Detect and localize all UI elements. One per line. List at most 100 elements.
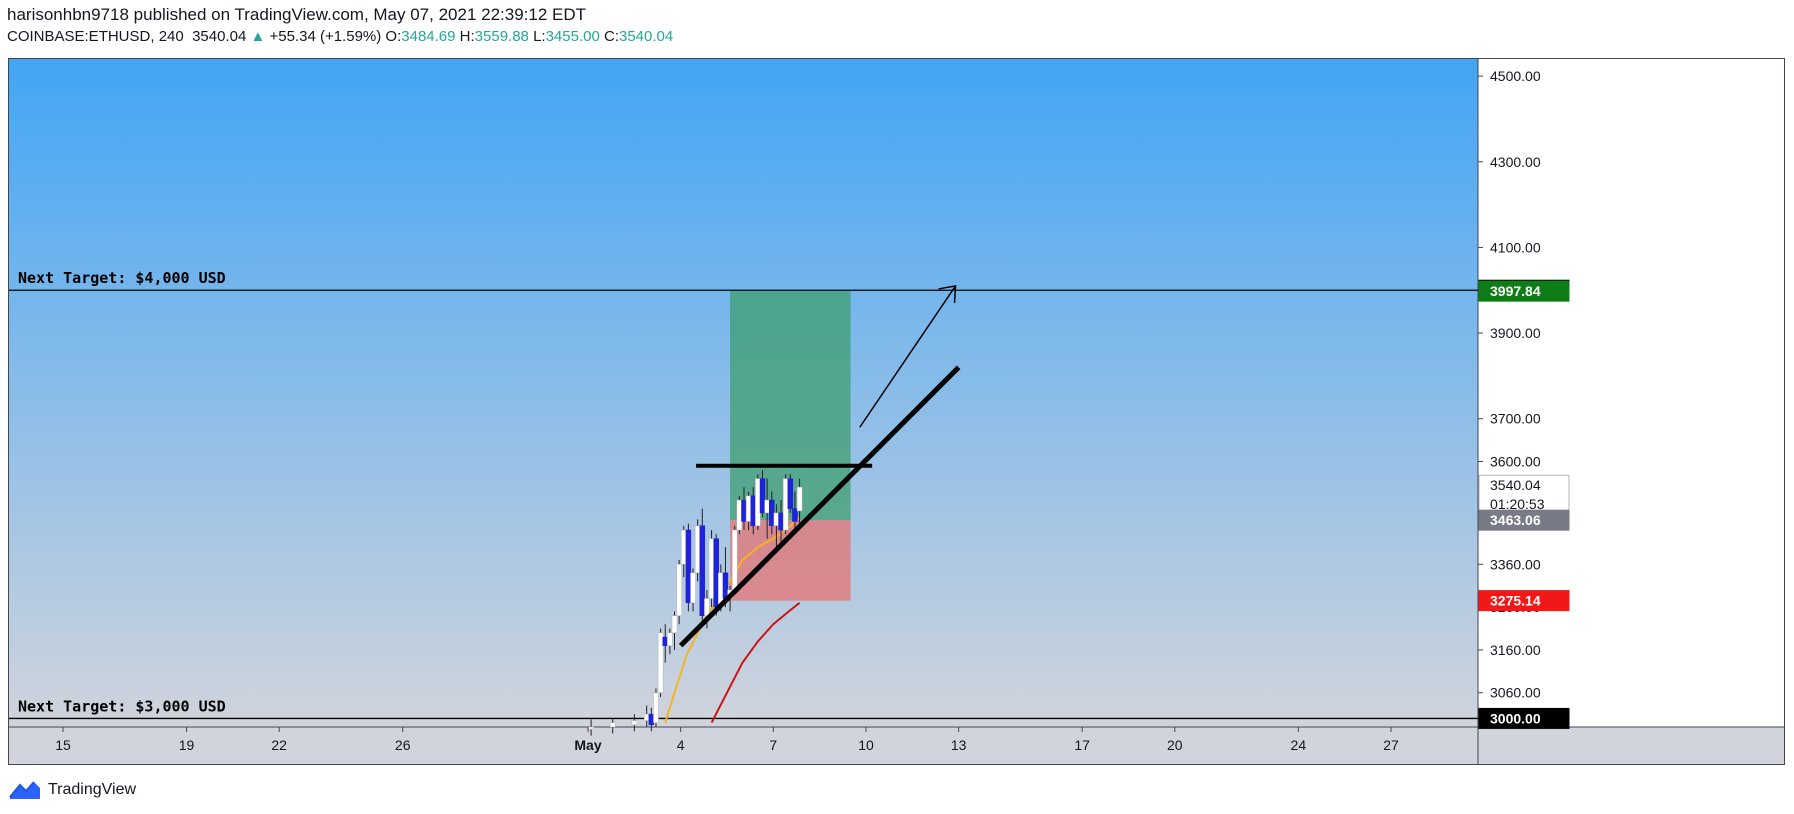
- candle-up: [708, 530, 715, 608]
- time-tick-label: 7: [769, 737, 777, 753]
- price-tick-label: 3700.00: [1490, 411, 1541, 427]
- symbol-line: COINBASE:ETHUSD, 240 3540.04 ▲ +55.34 (+…: [7, 26, 673, 48]
- candle-up: [796, 478, 803, 524]
- time-axis-background: [9, 727, 1784, 764]
- close-label: C:: [604, 28, 619, 45]
- candle-body: [708, 538, 715, 599]
- price-label-text: 3275.14: [1490, 593, 1541, 609]
- candle-body: [750, 495, 757, 526]
- loss-zone: [730, 520, 851, 601]
- time-tick-label: 10: [858, 737, 874, 753]
- candle-body: [778, 512, 784, 531]
- candle-body: [792, 508, 798, 522]
- publisher-line: harisonhbn9718 published on TradingView.…: [7, 5, 587, 24]
- candle-body: [764, 499, 770, 514]
- time-tick-label: 19: [179, 737, 195, 753]
- high-value: 3559.88: [474, 28, 529, 45]
- candle-up: [609, 718, 616, 734]
- candle-body: [713, 538, 719, 608]
- price-label-text: 3997.84: [1490, 283, 1541, 299]
- candle-body: [796, 486, 803, 512]
- candle-up: [671, 611, 678, 650]
- price-tick-label: 4100.00: [1490, 239, 1541, 255]
- price-chart[interactable]: Next Target: $4,000 USD Next Target: $3,0…: [9, 59, 1785, 765]
- candle-body: [609, 722, 616, 728]
- candle-body: [741, 499, 747, 522]
- candle-body: [694, 525, 701, 574]
- price-label-badge: [1478, 590, 1570, 612]
- close-value: 3540.04: [619, 28, 674, 45]
- candle-body: [745, 495, 752, 522]
- time-tick-label: 26: [395, 737, 411, 753]
- countdown-label: 01:20:53: [1490, 496, 1545, 512]
- candle-body: [631, 720, 638, 726]
- footer: TradingView: [8, 779, 136, 801]
- candle-body: [690, 572, 696, 604]
- price-tick-label: 3160.00: [1490, 642, 1541, 658]
- candle-body: [736, 499, 743, 531]
- price-tick-label: 3360.00: [1490, 556, 1541, 572]
- price-axis-background: [1478, 59, 1784, 727]
- brand-name[interactable]: TradingView: [48, 781, 137, 798]
- target-level-label: Next Target: $4,000 USD: [18, 269, 226, 287]
- candle-up: [676, 560, 682, 625]
- candle-down: [685, 523, 692, 612]
- ema-fast-line: [664, 516, 801, 723]
- price-tick-label: 3600.00: [1490, 454, 1541, 470]
- chart-frame[interactable]: Next Target: $4,000 USD Next Target: $3,0…: [8, 58, 1785, 765]
- candle-up: [782, 474, 789, 535]
- symbol-name: COINBASE:ETHUSD, 240: [7, 28, 184, 45]
- price-tick-label: 4300.00: [1490, 154, 1541, 170]
- candle-body: [773, 512, 780, 526]
- candle-up: [731, 525, 738, 595]
- support-trendline: [678, 365, 961, 648]
- candle-up: [588, 719, 594, 736]
- candle-body: [699, 525, 706, 616]
- candle-up: [631, 714, 638, 732]
- price-label-text: 3540.04: [1490, 477, 1541, 493]
- chart-header: harisonhbn9718 published on TradingView.…: [7, 4, 673, 48]
- time-tick-label: 20: [1167, 737, 1183, 753]
- candle-body: [667, 632, 673, 646]
- high-label: H:: [459, 28, 475, 45]
- candle-body: [755, 478, 761, 526]
- candle-up: [667, 628, 673, 655]
- price-tick-label: 3900.00: [1490, 325, 1541, 341]
- last-price: 3540.04: [192, 28, 247, 45]
- candle-body: [671, 615, 678, 634]
- candle-body: [676, 564, 682, 616]
- candle-body: [662, 636, 668, 646]
- breakout-arrow: [859, 285, 957, 428]
- candle-body: [759, 478, 766, 514]
- candle-body: [685, 529, 692, 604]
- candle-body: [782, 478, 789, 531]
- candle-body: [657, 632, 664, 693]
- low-label: L:: [533, 28, 546, 45]
- open-value: 3484.69: [401, 28, 456, 45]
- candle-up: [694, 519, 701, 582]
- target-level-label: Next Target: $3,000 USD: [18, 697, 226, 715]
- ema-slow-line: [710, 602, 801, 724]
- candle-up: [736, 495, 743, 535]
- candle-down: [792, 491, 798, 531]
- candle-body: [643, 713, 650, 721]
- candle-body: [648, 713, 655, 726]
- candle-body: [722, 572, 729, 599]
- price-tick-label: 4500.00: [1490, 68, 1541, 84]
- candle-up: [657, 628, 664, 698]
- candle-body: [588, 726, 594, 730]
- price-label-badge: [1478, 509, 1570, 531]
- candle-up: [690, 568, 696, 612]
- price-label-badge: [1478, 280, 1570, 302]
- candle-body: [681, 529, 687, 565]
- candle-body: [653, 692, 659, 723]
- time-tick-label: 15: [55, 737, 71, 753]
- time-tick-label: 24: [1291, 737, 1307, 753]
- price-label-text: 3463.06: [1490, 512, 1541, 528]
- time-tick-label: 22: [271, 737, 287, 753]
- time-tick-label: 17: [1074, 737, 1090, 753]
- candle-down: [759, 470, 766, 518]
- time-tick-label: May: [574, 737, 601, 753]
- price-change: +55.34 (+1.59%): [269, 28, 382, 45]
- candle-up: [653, 688, 659, 727]
